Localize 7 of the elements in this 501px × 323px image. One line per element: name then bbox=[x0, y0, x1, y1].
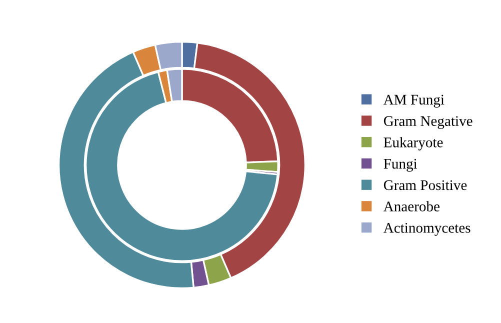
legend-label: AM Fungi bbox=[383, 94, 444, 108]
legend-label: Eukaryote bbox=[384, 137, 443, 150]
legend-label: Actinomycetes bbox=[383, 222, 470, 236]
legend-label: Gram Negative bbox=[384, 116, 472, 129]
legend-label: Fungi bbox=[384, 158, 418, 172]
legend-label: Gram Positive bbox=[384, 180, 467, 190]
legend-label: Anaerobe bbox=[383, 201, 440, 212]
